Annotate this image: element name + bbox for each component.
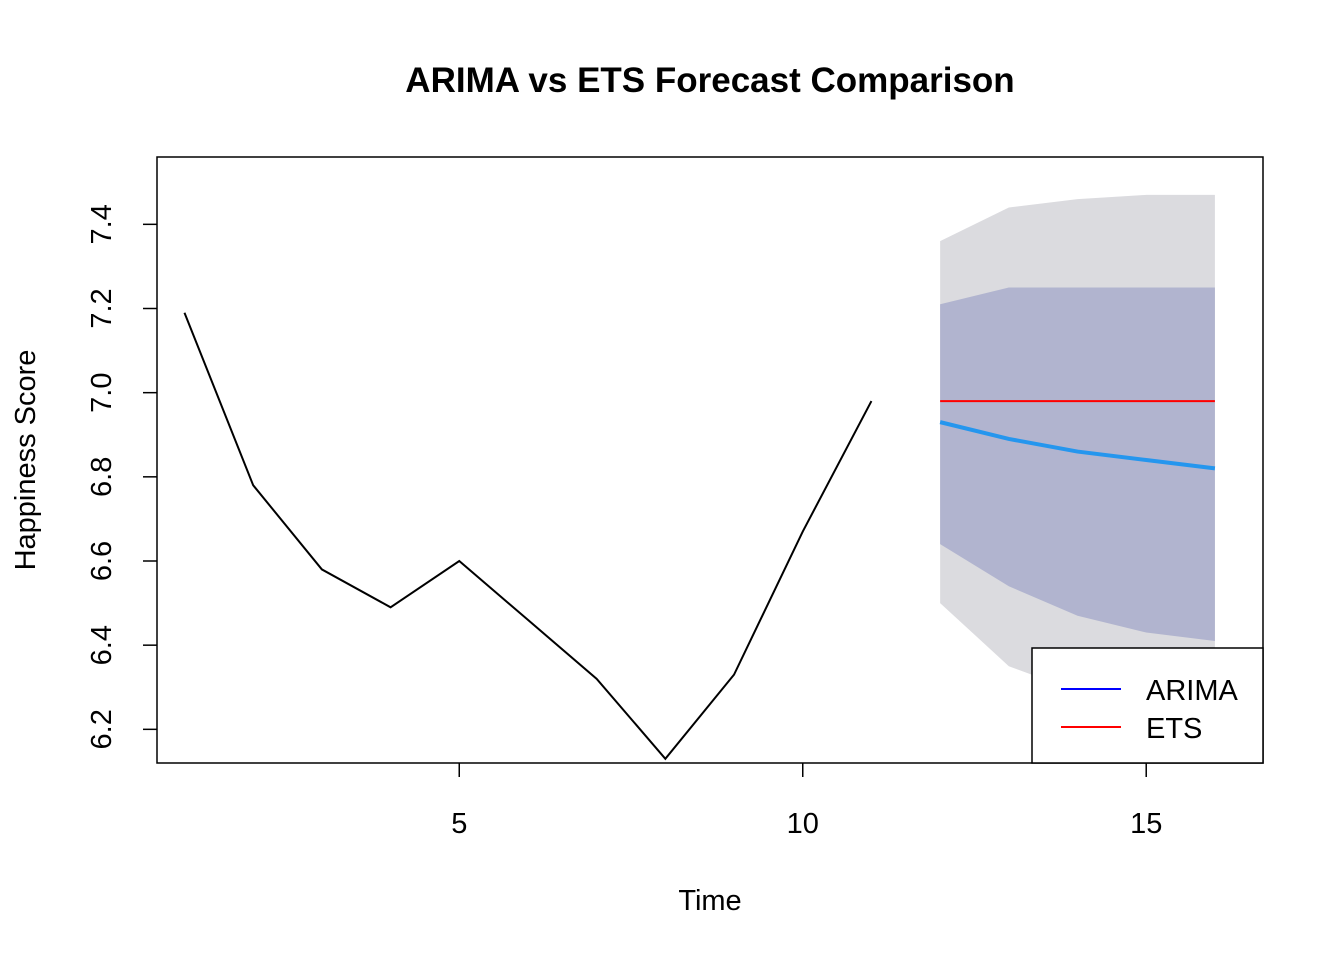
y-tick-label: 6.4 — [86, 625, 118, 665]
y-tick-label: 7.4 — [86, 204, 118, 244]
legend: ARIMA ETS — [1031, 647, 1264, 764]
chart-title: ARIMA vs ETS Forecast Comparison — [405, 61, 1014, 100]
y-tick-label: 6.2 — [86, 709, 118, 749]
legend-label-ets: ETS — [1146, 713, 1202, 745]
legend-box — [1031, 647, 1264, 764]
y-tick-label: 7.2 — [86, 288, 118, 328]
arima-forecast-line — [939, 420, 1216, 471]
y-tick-label: 7.0 — [86, 373, 118, 413]
plot-frame — [156, 156, 1264, 764]
arima-80-interval — [940, 287, 1215, 641]
y-tick-label: 6.6 — [86, 541, 118, 581]
x-tick-label: 10 — [787, 808, 819, 840]
x-tick-label: 15 — [1130, 808, 1162, 840]
series-lines — [183, 312, 1216, 761]
y-axis: 6.2 6.4 6.6 6.8 7.0 7.2 7.4 — [86, 204, 157, 749]
prediction-intervals — [940, 194, 1215, 713]
x-axis-label: Time — [678, 885, 741, 917]
observed-series-line — [183, 312, 873, 761]
y-tick-label: 6.8 — [86, 457, 118, 497]
legend-label-arima: ARIMA — [1146, 675, 1239, 707]
y-axis-label: Happiness Score — [10, 350, 42, 571]
x-tick-label: 5 — [451, 808, 467, 840]
x-axis: 5 10 15 — [451, 763, 1162, 840]
